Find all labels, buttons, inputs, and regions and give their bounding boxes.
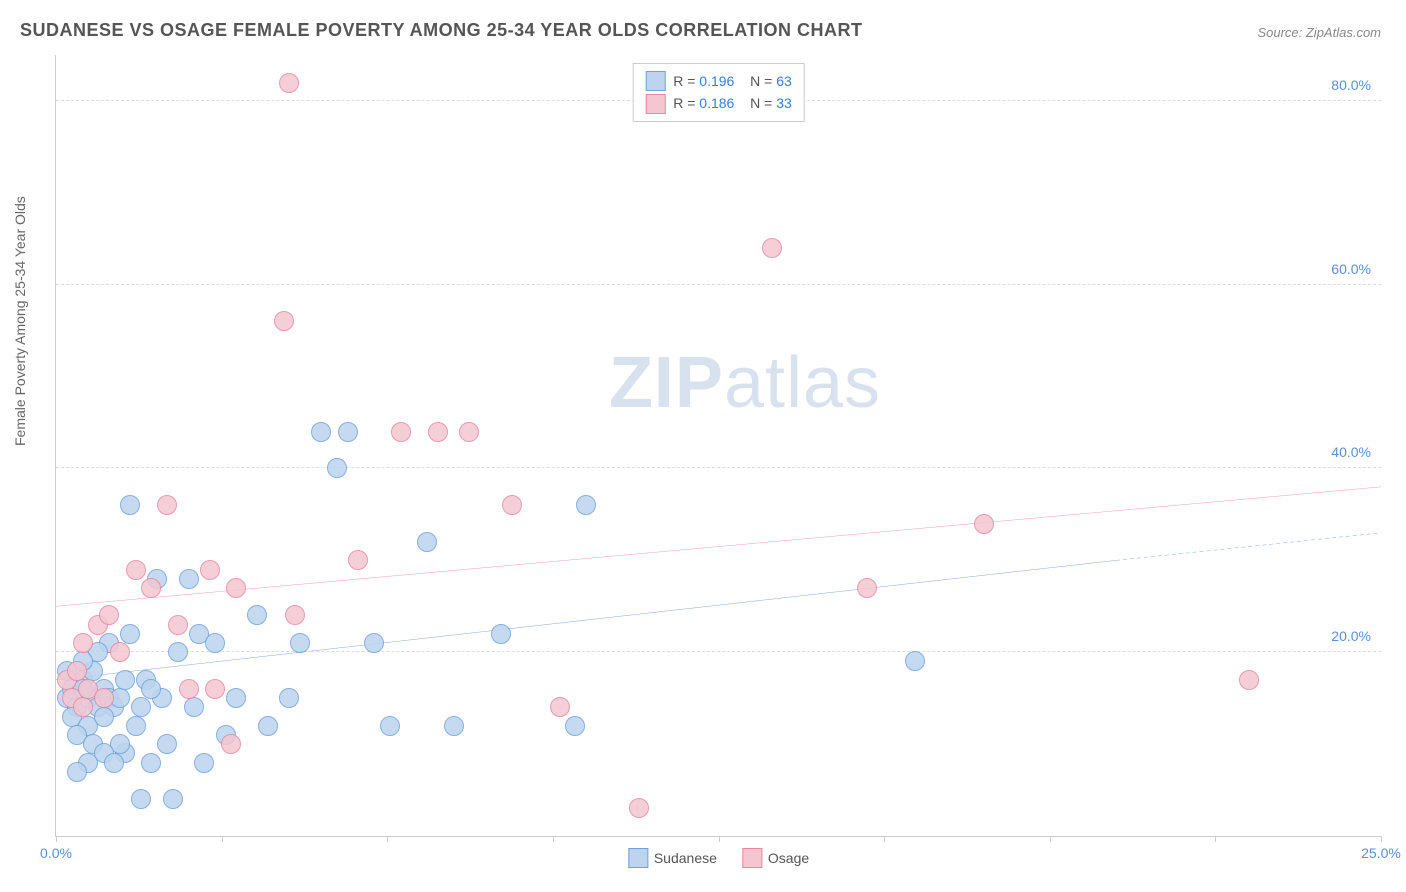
- point-sudanese: [141, 753, 161, 773]
- point-osage: [629, 798, 649, 818]
- point-sudanese: [115, 670, 135, 690]
- point-sudanese: [194, 753, 214, 773]
- x-tick-label: 25.0%: [1361, 845, 1401, 861]
- chart-plot-area: ZIPatlas 20.0%40.0%60.0%80.0%0.0%25.0% R…: [55, 55, 1381, 837]
- x-tick: [1050, 836, 1051, 842]
- point-osage: [67, 661, 87, 681]
- point-sudanese: [565, 716, 585, 736]
- point-sudanese: [94, 707, 114, 727]
- point-sudanese: [184, 697, 204, 717]
- point-sudanese: [131, 697, 151, 717]
- point-osage: [221, 734, 241, 754]
- point-sudanese: [179, 569, 199, 589]
- point-osage: [205, 679, 225, 699]
- point-osage: [274, 311, 294, 331]
- point-sudanese: [380, 716, 400, 736]
- swatch-sudanese: [645, 71, 665, 91]
- legend-item-osage: Osage: [742, 848, 809, 868]
- point-osage: [391, 422, 411, 442]
- x-tick: [1215, 836, 1216, 842]
- point-osage: [1239, 670, 1259, 690]
- gridline: [56, 467, 1381, 468]
- point-sudanese: [364, 633, 384, 653]
- point-sudanese: [120, 624, 140, 644]
- point-osage: [285, 605, 305, 625]
- point-osage: [459, 422, 479, 442]
- point-sudanese: [163, 789, 183, 809]
- x-tick-label: 0.0%: [40, 845, 72, 861]
- point-sudanese: [104, 753, 124, 773]
- point-osage: [428, 422, 448, 442]
- point-osage: [168, 615, 188, 635]
- point-osage: [226, 578, 246, 598]
- series-legend: Sudanese Osage: [628, 848, 809, 868]
- point-osage: [99, 605, 119, 625]
- y-tick-label: 20.0%: [1331, 628, 1371, 644]
- point-osage: [200, 560, 220, 580]
- swatch-osage-b: [742, 848, 762, 868]
- point-osage: [279, 73, 299, 93]
- point-sudanese: [67, 762, 87, 782]
- point-sudanese: [168, 642, 188, 662]
- point-sudanese: [157, 734, 177, 754]
- correlation-legend: R = 0.196 N = 63 R = 0.186 N = 33: [632, 63, 805, 122]
- y-axis-label: Female Poverty Among 25-34 Year Olds: [12, 196, 28, 446]
- point-sudanese: [141, 679, 161, 699]
- x-tick: [387, 836, 388, 842]
- point-sudanese: [290, 633, 310, 653]
- y-tick-label: 40.0%: [1331, 444, 1371, 460]
- point-sudanese: [576, 495, 596, 515]
- point-sudanese: [247, 605, 267, 625]
- x-tick: [884, 836, 885, 842]
- point-sudanese: [205, 633, 225, 653]
- point-osage: [348, 550, 368, 570]
- trend-lines: [56, 55, 1381, 836]
- legend-row-osage: R = 0.186 N = 33: [645, 92, 792, 114]
- point-sudanese: [444, 716, 464, 736]
- legend-row-sudanese: R = 0.196 N = 63: [645, 70, 792, 92]
- swatch-sudanese-b: [628, 848, 648, 868]
- point-osage: [73, 697, 93, 717]
- point-sudanese: [491, 624, 511, 644]
- point-osage: [762, 238, 782, 258]
- point-osage: [857, 578, 877, 598]
- point-osage: [974, 514, 994, 534]
- source-attribution: Source: ZipAtlas.com: [1257, 25, 1381, 40]
- point-sudanese: [279, 688, 299, 708]
- point-osage: [502, 495, 522, 515]
- watermark: ZIPatlas: [609, 342, 881, 424]
- point-osage: [141, 578, 161, 598]
- x-tick: [56, 836, 57, 842]
- swatch-osage: [645, 94, 665, 114]
- point-osage: [157, 495, 177, 515]
- point-sudanese: [126, 716, 146, 736]
- point-sudanese: [131, 789, 151, 809]
- point-osage: [73, 633, 93, 653]
- point-sudanese: [327, 458, 347, 478]
- x-tick: [719, 836, 720, 842]
- gridline: [56, 284, 1381, 285]
- point-sudanese: [311, 422, 331, 442]
- point-sudanese: [120, 495, 140, 515]
- legend-item-sudanese: Sudanese: [628, 848, 717, 868]
- point-sudanese: [905, 651, 925, 671]
- point-sudanese: [417, 532, 437, 552]
- chart-title: SUDANESE VS OSAGE FEMALE POVERTY AMONG 2…: [20, 20, 862, 41]
- point-sudanese: [338, 422, 358, 442]
- point-osage: [126, 560, 146, 580]
- point-osage: [550, 697, 570, 717]
- point-osage: [179, 679, 199, 699]
- y-tick-label: 80.0%: [1331, 77, 1371, 93]
- x-tick: [553, 836, 554, 842]
- x-tick: [222, 836, 223, 842]
- point-osage: [94, 688, 114, 708]
- x-tick: [1381, 836, 1382, 842]
- point-sudanese: [258, 716, 278, 736]
- point-sudanese: [226, 688, 246, 708]
- y-tick-label: 60.0%: [1331, 261, 1371, 277]
- gridline: [56, 651, 1381, 652]
- point-osage: [110, 642, 130, 662]
